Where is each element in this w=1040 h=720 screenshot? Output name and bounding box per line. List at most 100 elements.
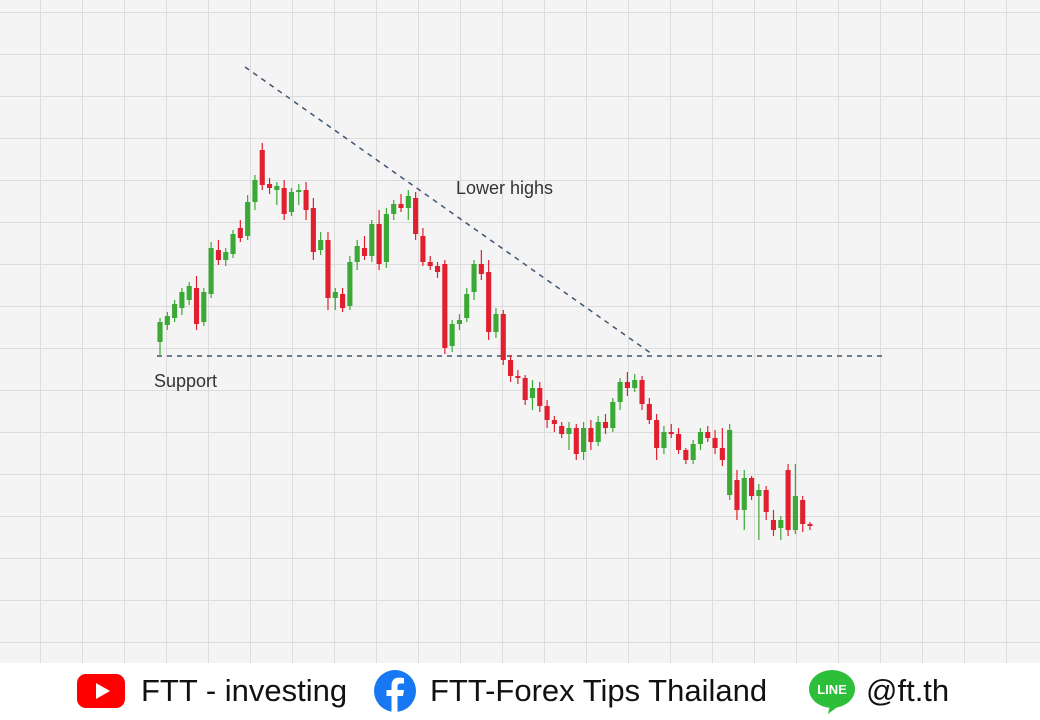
candle-body [500,314,506,360]
candle-body [734,480,740,510]
candle-body [712,438,718,448]
candle-body [230,234,236,254]
candle-body [186,286,192,300]
candle-body [340,294,346,308]
candle-body [792,496,798,530]
line-text: @ft.th [866,673,950,708]
candle-body [537,388,543,406]
candle-body [639,380,645,404]
candle-body [252,180,258,202]
candle-body [566,428,572,434]
candle-body [741,478,747,510]
chart: Lower highs Support [0,0,1040,663]
candle-body [405,196,411,208]
candle-body [588,428,594,442]
candle-body [179,292,185,308]
candle-body [486,272,492,332]
candle-body [296,190,302,192]
candle-body [237,228,243,238]
candle-body [383,214,389,262]
candle-body [602,422,609,428]
candle-body [770,520,777,530]
candle-body [749,478,755,496]
candle-body [544,406,550,420]
candle-body [208,248,214,294]
candle-body [413,198,419,234]
candle-body [157,322,163,342]
candle-body [719,448,725,460]
candle-body [617,382,623,402]
candle-body [420,236,426,262]
trend-line [244,66,653,355]
candle-body [172,304,178,318]
candle-body [369,224,375,256]
candle-body [464,294,470,318]
candle-body [508,360,514,376]
candle-body [318,240,324,250]
candle-body [223,252,229,260]
candle-body [245,202,251,236]
candle-body [391,204,397,214]
candle-body [610,402,616,428]
candle-body [288,192,295,212]
candle-body [697,432,704,444]
candle-body [164,316,170,325]
candle-body [303,190,309,210]
candle-body [763,490,769,512]
candle-body [449,324,455,346]
annotation: Lower highs [456,178,553,198]
candle-body [310,208,316,252]
facebook-text: FTT-Forex Tips Thailand [430,673,768,708]
candle-body [654,420,660,448]
candle-body [471,264,477,292]
candle-body [456,320,462,324]
candle-body [493,314,499,332]
candle-body [201,292,207,322]
candle-body [354,246,360,262]
footer: FTT - investing FTT-Forex Tips Thailand … [0,663,1040,720]
candle-body [442,264,448,348]
candle-body [522,378,528,400]
candle-body [266,184,273,188]
candle-body [559,426,565,434]
candle-body [573,428,579,454]
candle-body [661,432,667,448]
youtube-icon [77,674,125,708]
candle-body [478,264,484,274]
candle-body [807,524,813,526]
candle-body [581,428,587,452]
candle-body [668,432,674,434]
candle-body [515,376,521,378]
candle-body [325,240,331,298]
candle-body [800,500,806,524]
candle-body [632,380,638,388]
candle-body [347,262,353,306]
candle-body [756,490,762,496]
candle-body [595,422,601,442]
candle-body [332,292,338,298]
candle-body [624,382,630,388]
candle-body [683,450,689,460]
candle-body [785,470,791,530]
candle-body [675,434,682,450]
candle-body [361,248,368,256]
candle-body [259,150,265,185]
line-icon-text: LINE [817,682,847,697]
candle-body [434,266,441,272]
candle-body [274,186,280,190]
youtube-text: FTT - investing [141,673,348,708]
candle-body [551,420,557,424]
candle-body [705,432,711,438]
facebook-icon [374,670,416,712]
candle-body [398,204,404,208]
candle-body [778,520,784,528]
candle-body [529,388,536,398]
candle-body [427,262,433,266]
candle-body [646,404,652,420]
annotation: Support [154,371,217,391]
candle-body [690,444,696,460]
candle-body [727,430,733,495]
candle-body [376,224,382,264]
candle-body [193,288,200,324]
